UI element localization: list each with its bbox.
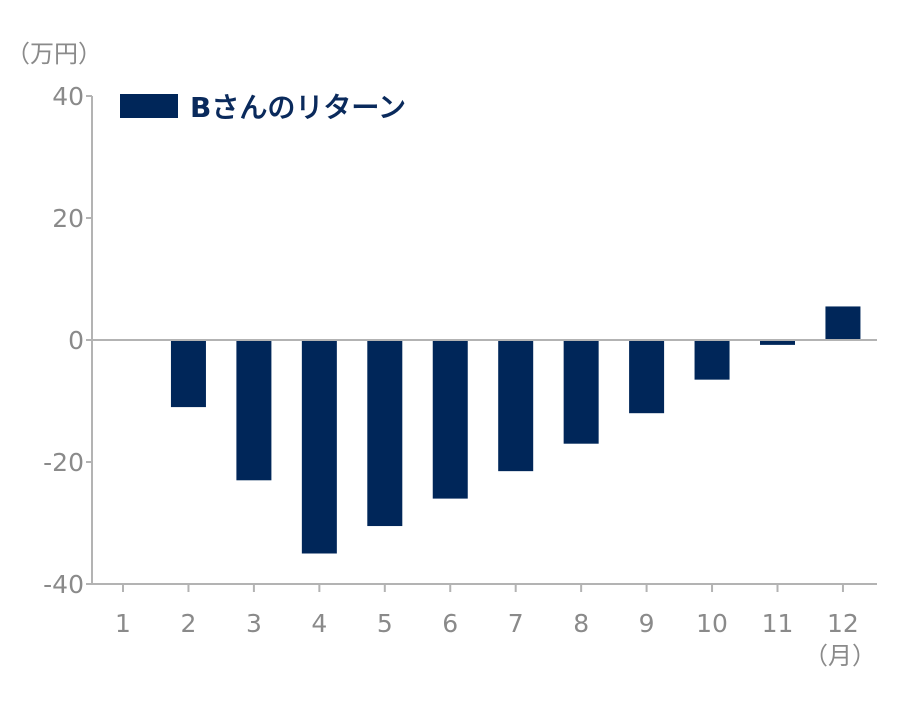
x-tick-label: 6 [442, 609, 458, 638]
y-tick-label: -20 [43, 448, 84, 477]
x-tick-label: 10 [696, 609, 728, 638]
bar [170, 340, 206, 408]
legend: Bさんのリターン [120, 91, 406, 124]
legend-swatch [120, 94, 178, 118]
bar [498, 340, 534, 472]
bar [432, 340, 468, 499]
y-tick-labels: -40 -20 0 20 40 [43, 82, 84, 599]
x-tick-label: 1 [115, 609, 131, 638]
legend-label: Bさんのリターン [190, 91, 406, 124]
bar [629, 340, 665, 414]
x-tick-label: 7 [508, 609, 524, 638]
bars [170, 306, 861, 554]
y-tick-label: -40 [43, 570, 84, 599]
y-tick-label: 0 [68, 326, 84, 355]
x-axis-unit-label: （月） [804, 642, 876, 670]
x-tick-label: 9 [639, 609, 655, 638]
y-tick-label: 40 [52, 82, 84, 111]
y-tick-label: 20 [52, 204, 84, 233]
bar [563, 340, 599, 444]
x-axis [92, 583, 877, 592]
x-tick-label: 12 [827, 609, 859, 638]
y-axis-unit-label: （万円） [6, 40, 102, 68]
x-tick-label: 5 [377, 609, 393, 638]
x-tick-labels: 1 2 3 4 5 6 7 8 9 10 11 12 [115, 609, 859, 638]
bar [694, 340, 730, 380]
x-tick-label: 2 [180, 609, 196, 638]
bar [367, 340, 403, 527]
x-tick-label: 8 [573, 609, 589, 638]
bar [825, 306, 861, 340]
bar [760, 340, 795, 345]
y-axis [86, 95, 93, 585]
x-tick-label: 3 [246, 609, 262, 638]
x-tick-label: 11 [762, 609, 794, 638]
x-tick-label: 4 [311, 609, 327, 638]
bar [236, 340, 272, 481]
bar [301, 340, 337, 554]
